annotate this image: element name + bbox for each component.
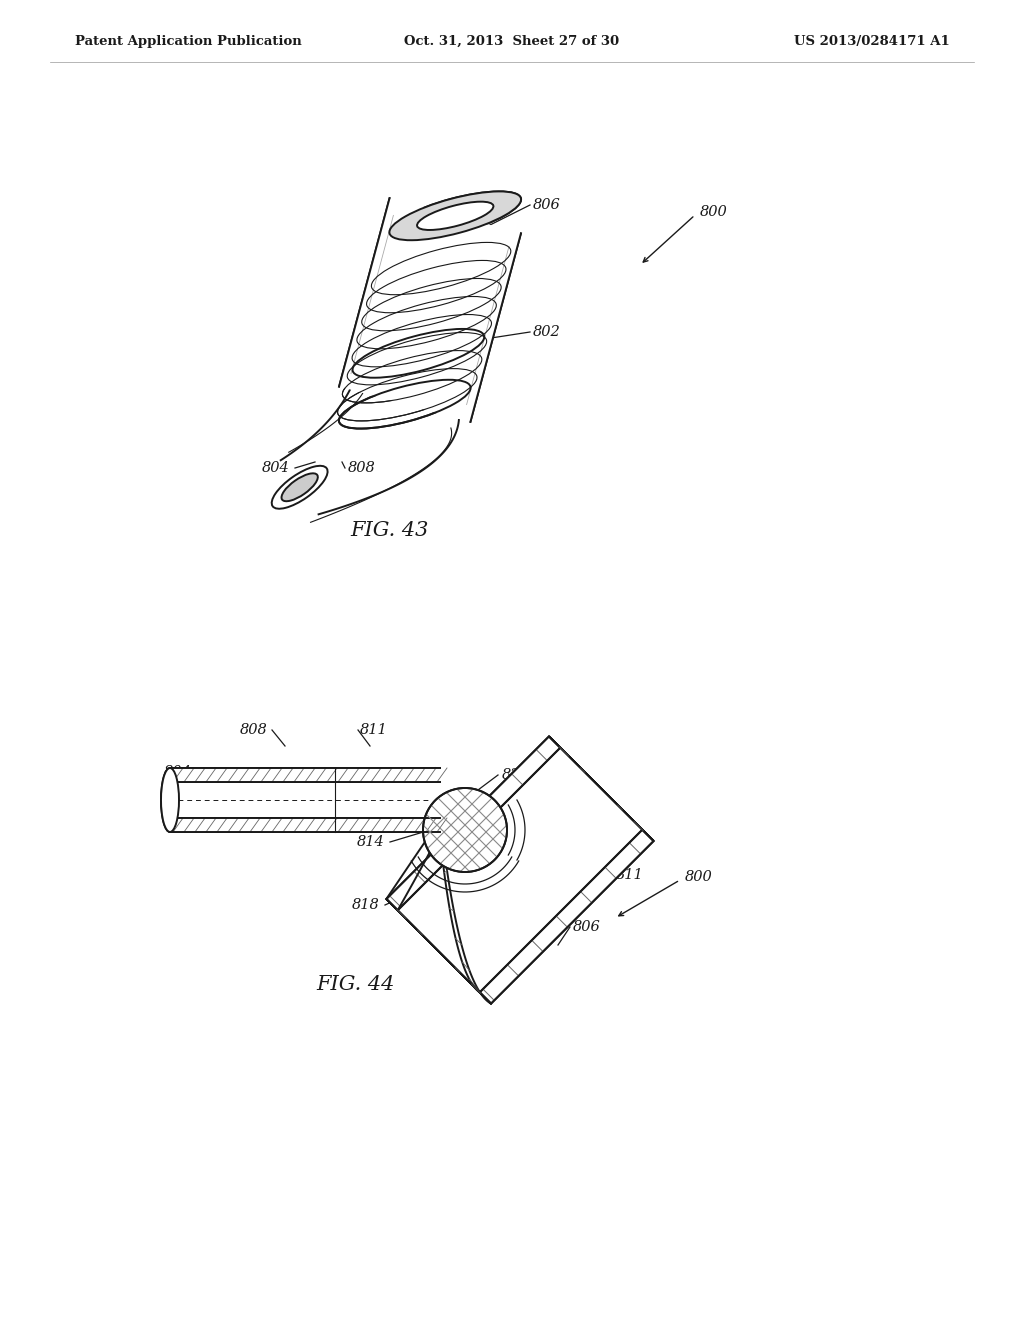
Ellipse shape bbox=[389, 191, 521, 240]
Ellipse shape bbox=[389, 191, 521, 240]
Text: 804: 804 bbox=[262, 461, 290, 475]
Text: 800: 800 bbox=[685, 870, 713, 884]
Polygon shape bbox=[386, 899, 492, 1003]
Polygon shape bbox=[170, 818, 440, 832]
Ellipse shape bbox=[161, 768, 179, 832]
Polygon shape bbox=[339, 198, 521, 422]
Polygon shape bbox=[170, 781, 440, 818]
Ellipse shape bbox=[417, 202, 494, 230]
Text: 802: 802 bbox=[534, 325, 561, 339]
Text: 800: 800 bbox=[700, 205, 728, 219]
Text: 811: 811 bbox=[360, 723, 388, 737]
Polygon shape bbox=[170, 781, 440, 818]
Text: 804: 804 bbox=[164, 766, 193, 779]
Polygon shape bbox=[549, 737, 653, 841]
Ellipse shape bbox=[417, 202, 494, 230]
Polygon shape bbox=[397, 747, 642, 993]
Text: Patent Application Publication: Patent Application Publication bbox=[75, 36, 302, 48]
Text: 808: 808 bbox=[348, 461, 376, 475]
Polygon shape bbox=[339, 198, 521, 422]
Text: 806: 806 bbox=[534, 198, 561, 213]
Polygon shape bbox=[386, 737, 560, 911]
Text: 820: 820 bbox=[502, 768, 529, 781]
Text: 819: 819 bbox=[553, 810, 581, 825]
Ellipse shape bbox=[282, 474, 317, 502]
Text: 806: 806 bbox=[573, 920, 601, 935]
Text: 808: 808 bbox=[241, 723, 268, 737]
Text: 811: 811 bbox=[616, 869, 644, 882]
Text: 814: 814 bbox=[357, 836, 385, 849]
Text: Oct. 31, 2013  Sheet 27 of 30: Oct. 31, 2013 Sheet 27 of 30 bbox=[404, 36, 620, 48]
Polygon shape bbox=[170, 768, 440, 781]
Text: 818: 818 bbox=[352, 898, 380, 912]
Text: FIG. 44: FIG. 44 bbox=[315, 975, 394, 994]
Polygon shape bbox=[386, 768, 492, 1003]
Text: US 2013/0284171 A1: US 2013/0284171 A1 bbox=[795, 36, 950, 48]
Polygon shape bbox=[281, 388, 459, 515]
Ellipse shape bbox=[161, 768, 179, 832]
Text: FIG. 43: FIG. 43 bbox=[351, 520, 429, 540]
Ellipse shape bbox=[271, 466, 328, 508]
Circle shape bbox=[423, 788, 507, 873]
Polygon shape bbox=[479, 830, 653, 1003]
